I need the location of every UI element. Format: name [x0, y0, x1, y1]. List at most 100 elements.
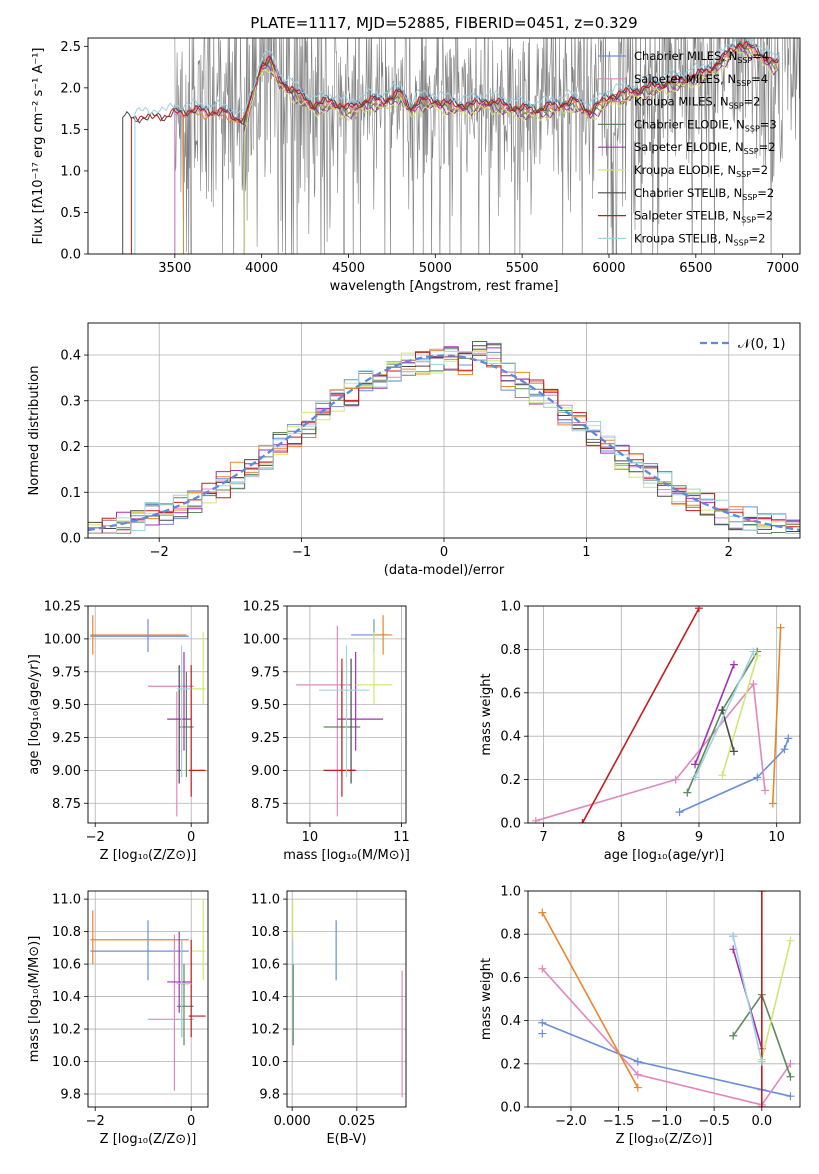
weight-marker-chabrier_miles [786, 1092, 795, 1101]
y-tick-label: 9.8 [259, 1088, 280, 1103]
legend-text: Chabrier MILES, N [634, 49, 737, 63]
gaussian-curve [88, 354, 800, 532]
y-tick-label: 0.4 [60, 349, 81, 364]
plot-area [88, 606, 208, 823]
y-tick-label: 8.75 [251, 797, 280, 812]
weight-marker-kroupa_miles [776, 623, 785, 632]
legend-sub: SSP [745, 124, 760, 133]
axes-weight_vs_age: 7 8 9 10 0.0 0.2 0.4 0.6 0.8 1.0 age [log₁₀(age/yr… [479, 600, 801, 863]
x-tick-label: 0.025 [338, 1114, 375, 1129]
x-tick-label: −1 [292, 545, 311, 560]
axes-frame [286, 605, 407, 824]
y-tick-label: 10.00 [44, 632, 81, 647]
x-tick-label: 6000 [592, 261, 625, 276]
legend-text: Kroupa STELIB, N [634, 231, 734, 245]
weight-line-chabrier_miles [541, 1022, 791, 1097]
legend-sub: SSP [736, 170, 751, 179]
y-tick-label: 10.2 [251, 1023, 280, 1038]
weight-line-salpeter_miles [535, 682, 766, 822]
legend-entry: Chabrier MILES, NSSP=4 [634, 49, 769, 65]
y-axis-label: mass weight [479, 673, 494, 755]
legend-tail: =2 [744, 95, 761, 109]
x-tick-label: 0.000 [274, 1114, 311, 1129]
weight-marker-salpeter_miles [538, 964, 547, 973]
weight-marker-salpeter_miles [761, 786, 770, 795]
legend-sub: SSP [734, 238, 749, 247]
weight-marker-chabrier_miles [633, 1057, 642, 1066]
weight-marker-salpeter_elodie [729, 660, 738, 669]
weight-line-kroupa_elodie [761, 940, 792, 1060]
weight-marker-chabrier_elodie [729, 1031, 738, 1040]
model-line-kroupa_stelib [134, 38, 780, 254]
axes-age_vs_mass: 10 11 8.75 9.00 9.25 9.50 9.75 10.00 10.25 mass [… [243, 600, 410, 864]
weight-line-chabrier_miles [679, 738, 790, 813]
weight-marker-chabrier_miles [784, 734, 793, 743]
y-tick-label: 0.0 [60, 532, 81, 547]
x-tick-label: 0.0 [751, 1114, 772, 1129]
weight-line-salpeter_elodie [694, 664, 735, 765]
chart-title: PLATE=1117, MJD=52885, FIBERID=0451, z=0… [250, 14, 637, 32]
x-tick-label: 10 [768, 830, 785, 845]
weight-marker-chabrier_stelib [729, 747, 738, 756]
y-tick-label: 11.0 [52, 893, 81, 908]
legend-sub: SSP [736, 79, 751, 88]
legend-sub: SSP [729, 102, 744, 111]
y-tick-label: 0.2 [500, 773, 521, 788]
legend-entry: 𝒩(0, 1) [738, 337, 785, 352]
y-tick-label: 0.0 [500, 1101, 521, 1116]
y-tick-label: 1.0 [500, 885, 521, 900]
y-tick-label: 0.6 [500, 971, 521, 986]
weight-marker-chabrier_miles [753, 773, 762, 782]
weight-marker-salpeter_stelib [578, 819, 587, 823]
weight-line-salpeter_miles [541, 968, 792, 1106]
weight-line-kroupa_elodie [721, 655, 759, 776]
x-tick-label: 9 [695, 830, 703, 845]
legend-sub: SSP [741, 216, 756, 225]
y-tick-label: 9.00 [251, 764, 280, 779]
y-tick-label: 10.6 [251, 958, 280, 973]
weight-marker-chabrier_stelib [718, 706, 727, 715]
plot-area [88, 323, 800, 538]
x-axis-label: E(B-V) [326, 1132, 366, 1147]
y-tick-label: 10.4 [52, 990, 81, 1005]
weight-marker-chabrier_elodie [786, 1072, 795, 1081]
legend-tail: =2 [751, 163, 768, 177]
legend-text: Salpeter STELIB, N [634, 209, 741, 223]
x-axis-label: Z [log₁₀(Z/Z⊙)] [100, 848, 197, 863]
y-tick-label: 1.5 [60, 123, 81, 138]
legend-sub: SSP [744, 147, 759, 156]
y-tick-label: 2.5 [60, 40, 81, 55]
axes-frame [286, 890, 407, 1108]
y-axis-label: mass weight [479, 958, 494, 1040]
y-axis-label: age [log₁₀(age/yr)] [27, 654, 42, 775]
y-tick-label: 8.75 [52, 797, 81, 812]
y-tick-label: 0.0 [60, 248, 81, 263]
weight-marker-kroupa_miles [633, 1083, 642, 1092]
y-tick-label: 0.4 [500, 730, 521, 745]
plot-area [528, 606, 800, 823]
x-axis-label: age [log₁₀(age/yr)] [604, 848, 725, 863]
y-tick-label: 9.50 [52, 698, 81, 713]
weight-marker-kroupa_stelib [729, 932, 738, 941]
legend-tail: =2 [757, 186, 774, 200]
plot-area [88, 891, 208, 1107]
weight-marker-salpeter_stelib [757, 1103, 766, 1107]
y-tick-label: 10.25 [44, 600, 81, 615]
x-tick-label: 0 [187, 1114, 195, 1129]
legend-tail: =2 [749, 231, 766, 245]
y-tick-label: 0.3 [60, 394, 81, 409]
plot-area [122, 38, 800, 254]
legend-text: Salpeter ELODIE, N [634, 140, 744, 154]
legend-tail: =2 [756, 209, 773, 223]
y-tick-label: 9.00 [52, 764, 81, 779]
y-tick-label: 10.8 [251, 925, 280, 940]
weight-marker-chabrier_elodie [683, 788, 692, 797]
y-tick-label: 0.2 [500, 1057, 521, 1072]
x-tick-label: 0 [187, 830, 195, 845]
model-line-salpeter_stelib [130, 40, 778, 254]
x-tick-label: −2 [86, 1114, 105, 1129]
x-tick-label: −1.5 [603, 1114, 635, 1129]
axes-frame [87, 322, 801, 539]
